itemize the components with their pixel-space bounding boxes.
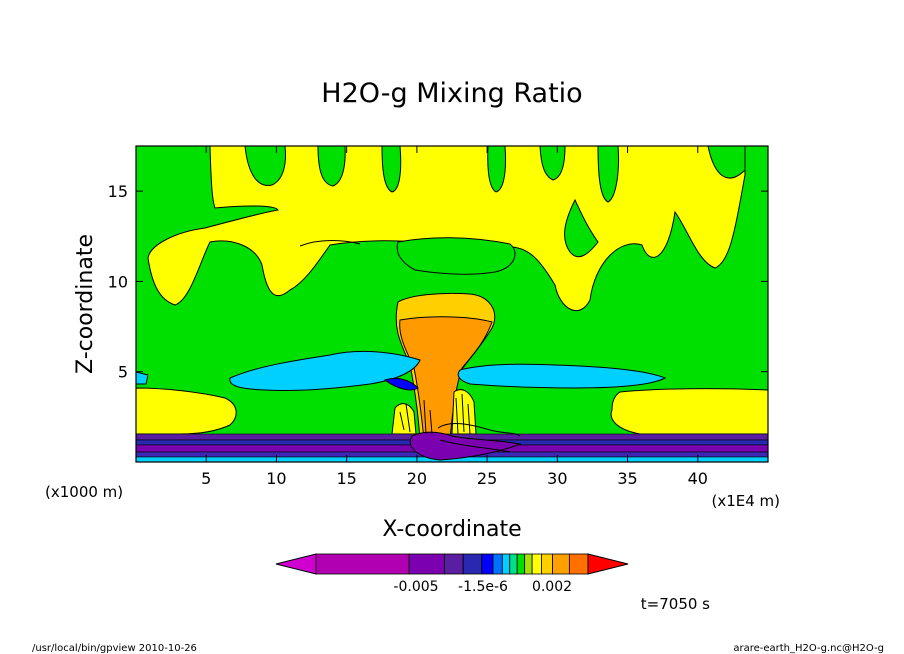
green-lobe-1 xyxy=(244,146,286,186)
colorbar-max-arrow xyxy=(587,553,629,575)
colorbar-segment xyxy=(501,553,511,575)
green-lobe-6 xyxy=(597,146,619,203)
colorbar-segment xyxy=(509,553,518,575)
x-tick-label: 30 xyxy=(547,469,567,488)
x-axis: 5 10 15 20 25 30 35 40 xyxy=(201,146,708,488)
footer-right: arare-earth_H2O-g.nc@H2O-g xyxy=(733,643,884,654)
colorbar-labels: -0.005 -1.5e-6 0.002 xyxy=(393,579,572,595)
turbulent-blob-surface xyxy=(409,431,522,461)
green-lobe-5 xyxy=(539,146,566,181)
plot-frame xyxy=(135,145,769,463)
blue-streak xyxy=(383,377,419,391)
yellow-lower-left xyxy=(136,387,237,435)
colorbar-segment xyxy=(408,553,445,575)
x-tick-label: 15 xyxy=(336,469,356,488)
green-lobe-3 xyxy=(381,146,402,193)
colorbar-segment xyxy=(531,553,542,575)
yellow-turbulent-right xyxy=(451,389,477,435)
x-tick-label: 5 xyxy=(201,469,211,488)
y-tick-label: 5 xyxy=(118,363,128,382)
green-lobe-4 xyxy=(487,146,506,193)
colorbar-min-arrow xyxy=(275,553,317,575)
x-unit-left: (x1000 m) xyxy=(45,483,123,501)
colorbar-segment xyxy=(444,553,464,575)
x-tick-label: 25 xyxy=(477,469,497,488)
colorbar-segment xyxy=(516,553,526,575)
turbulence-lines xyxy=(299,240,521,453)
colorbar-segment xyxy=(315,553,410,575)
x-tick-label: 20 xyxy=(407,469,427,488)
plot-area xyxy=(136,146,768,462)
cyan-band-right xyxy=(457,363,667,389)
cyan-band-left xyxy=(229,350,421,392)
y-tick-label: 10 xyxy=(108,272,128,291)
cyan-blob-left-edge xyxy=(136,371,149,385)
colorbar-segment xyxy=(524,553,533,575)
colorbar-segment xyxy=(462,553,483,575)
colorbar-segment xyxy=(481,553,494,575)
x-tick-label: 40 xyxy=(688,469,708,488)
footer-left: /usr/local/bin/gpview 2010-10-26 xyxy=(32,643,197,654)
y-axis-label: Z-coordinate xyxy=(73,234,98,374)
colorbar-segment xyxy=(492,553,503,575)
time-label: t=7050 s xyxy=(641,595,710,613)
x-tick-label: 35 xyxy=(617,469,637,488)
colorbar xyxy=(275,553,629,575)
green-lobe-7 xyxy=(707,146,746,179)
yellow-lower-right xyxy=(610,388,768,435)
x-unit-right: (x1E4 m) xyxy=(711,492,780,510)
colorbar-label: 0.002 xyxy=(532,579,572,595)
colorbar-segment xyxy=(568,553,589,575)
yellow-turbulent-left xyxy=(391,403,417,435)
colorbar-segment xyxy=(541,553,554,575)
green-lobe-2 xyxy=(317,146,346,187)
colorbar-segment xyxy=(552,553,570,575)
green-right-plume xyxy=(564,198,599,258)
y-tick-label: 15 xyxy=(108,182,128,201)
chart-title: H2O-g Mixing Ratio xyxy=(321,78,582,109)
green-band-mid xyxy=(396,237,516,275)
colorbar-label: -1.5e-6 xyxy=(458,579,508,595)
upper-contour-region xyxy=(147,146,746,312)
x-tick-label: 10 xyxy=(266,469,286,488)
y-axis: 5 10 15 xyxy=(108,182,768,382)
colorbar-label: -0.005 xyxy=(393,579,438,595)
x-axis-label: X-coordinate xyxy=(382,517,521,542)
